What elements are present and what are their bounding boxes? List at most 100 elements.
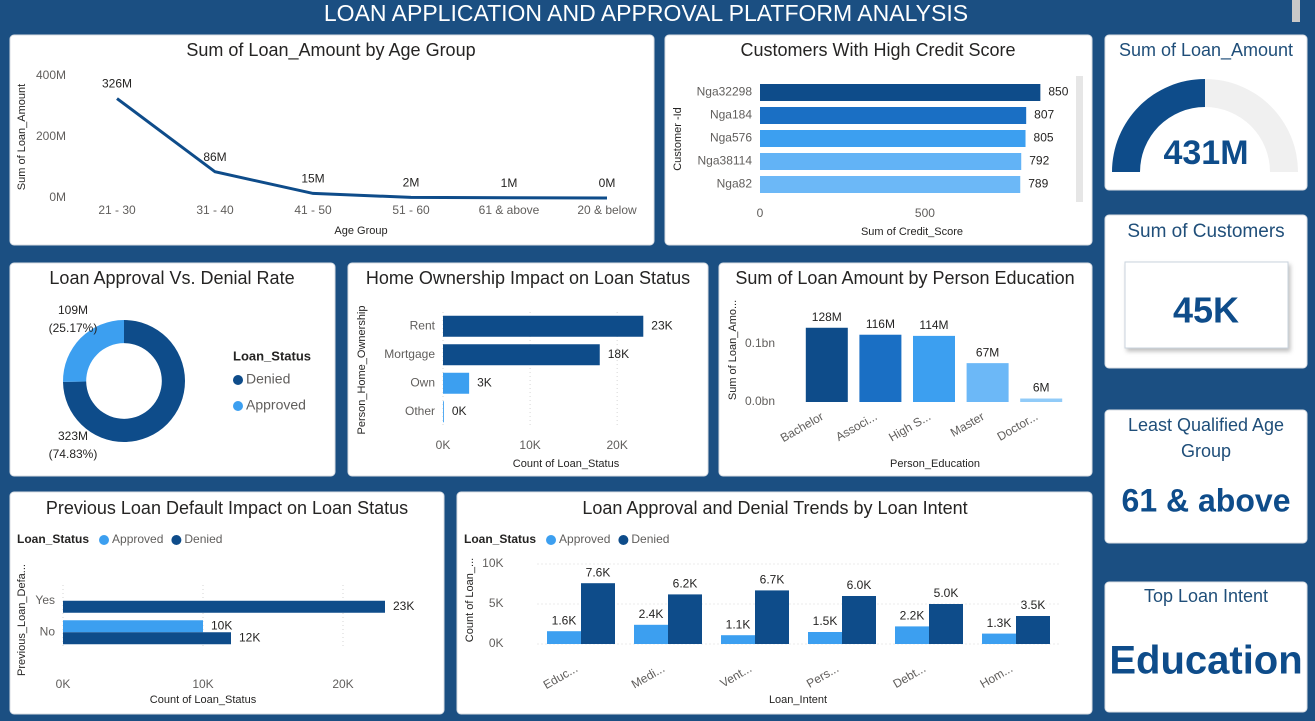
bar (842, 596, 876, 644)
chart-title: Home Ownership Impact on Loan Status (366, 268, 690, 288)
dashboard-title: LOAN APPLICATION AND APPROVAL PLATFORM A… (324, 0, 968, 26)
data-label: 67M (976, 345, 999, 359)
bar (634, 624, 668, 644)
bar (760, 107, 1027, 124)
x-axis-label: Person_Education (890, 458, 980, 470)
x-tick-label: 21 - 30 (98, 203, 136, 217)
y-tick-label: 10K (482, 556, 503, 570)
gauge-value (1112, 79, 1205, 172)
y-tick-label: 200M (36, 129, 66, 143)
bar (1016, 616, 1050, 644)
bar (443, 315, 644, 337)
bar (547, 631, 581, 644)
bar (929, 604, 963, 644)
y-axis-label: Customer -Id (672, 107, 684, 171)
y-axis-label: Previous_Loan_Defa... (16, 564, 28, 676)
y-axis-label: Sum of Loan_Amount (16, 84, 28, 190)
bar (721, 635, 755, 644)
bar (443, 401, 444, 423)
data-label: 10K (211, 618, 232, 632)
legend-label: Approved (112, 532, 163, 546)
chart-title: Previous Loan Default Impact on Loan Sta… (46, 498, 408, 518)
data-label: 805 (1034, 131, 1054, 145)
data-label: (25.17%) (49, 321, 98, 335)
data-label: 1.3K (987, 616, 1012, 630)
data-label: 5.0K (934, 586, 959, 600)
legend-label: Approved (559, 532, 610, 546)
y-tick-label: 0.1bn (745, 336, 775, 350)
card-title: Least Qualified Age Group (1127, 415, 1285, 461)
legend-title: Loan_Status (17, 532, 89, 546)
data-label: 6M (1033, 381, 1050, 395)
data-label: 86M (203, 150, 226, 164)
data-label: 850 (1048, 85, 1068, 99)
data-label: (74.83%) (49, 447, 98, 461)
y-axis-label: Count of Loan_... (464, 558, 476, 642)
bar (859, 334, 902, 402)
y-tick-label: Nga184 (710, 108, 752, 122)
x-axis-label: Count of Loan_Status (150, 694, 257, 706)
x-axis-label: Sum of Credit_Score (861, 226, 963, 238)
x-tick-label: 10K (519, 438, 540, 452)
chart-title: Sum of Loan Amount by Person Education (735, 268, 1074, 288)
data-label: 792 (1029, 154, 1049, 168)
x-tick-label: 0K (436, 438, 451, 452)
panel (718, 262, 1093, 477)
data-label: 6.0K (847, 578, 872, 592)
bar (760, 176, 1021, 193)
y-tick-label: Nga38114 (698, 154, 753, 168)
scrollbar (1292, 0, 1300, 22)
legend-marker (233, 401, 243, 411)
card (1104, 581, 1308, 713)
legend-title: Loan_Status (464, 532, 536, 546)
y-axis-label: Sum of Loan_Amo... (727, 300, 739, 400)
bar (805, 327, 848, 402)
x-axis-label: Age Group (334, 225, 387, 237)
x-tick-label: 31 - 40 (196, 203, 234, 217)
data-label: 18K (608, 347, 629, 361)
bar (668, 594, 702, 644)
data-label: 3K (477, 375, 492, 389)
bar (895, 626, 929, 644)
x-tick-label: 0 (757, 206, 764, 220)
line (116, 97, 608, 200)
y-tick-label: Nga576 (710, 131, 752, 145)
data-label: 2.2K (900, 609, 925, 623)
y-axis-label: Person_Home_Ownership (356, 305, 368, 434)
card-title: Sum of Loan_Amount (1119, 40, 1293, 61)
legend-label: Denied (246, 371, 290, 387)
pie-slice (62, 320, 124, 382)
legend-label: Approved (246, 397, 306, 413)
bar (63, 620, 203, 633)
data-label: 12K (239, 630, 260, 644)
pie-slice (63, 320, 185, 442)
card-value: 45K (1173, 290, 1239, 331)
data-label: 2M (403, 176, 420, 190)
data-label: 1.5K (813, 614, 838, 628)
bar (443, 344, 600, 366)
y-tick-label: No (40, 624, 56, 638)
data-label: 23K (651, 318, 672, 332)
x-tick-label: 20 & below (577, 203, 637, 217)
legend-marker (618, 535, 629, 545)
card-value: 431M (1163, 134, 1248, 172)
y-tick-label: 5K (489, 596, 504, 610)
data-label: 1.6K (552, 613, 577, 627)
y-tick-label: Own (410, 375, 435, 389)
x-tick-label: 61 & above (479, 203, 540, 217)
y-tick-label: 0K (489, 636, 504, 650)
bar (63, 632, 231, 645)
data-label: 1M (501, 176, 518, 190)
legend-marker (233, 375, 243, 385)
data-label: 15M (301, 172, 324, 186)
y-tick-label: Nga82 (717, 177, 753, 191)
bar (760, 130, 1026, 147)
data-label: 3.5K (1021, 598, 1046, 612)
bar (755, 590, 789, 644)
x-tick-label: 41 - 50 (294, 203, 332, 217)
card-value: 61 & above (1122, 482, 1291, 518)
card (1104, 409, 1308, 544)
x-axis-label: Count of Loan_Status (513, 458, 620, 470)
